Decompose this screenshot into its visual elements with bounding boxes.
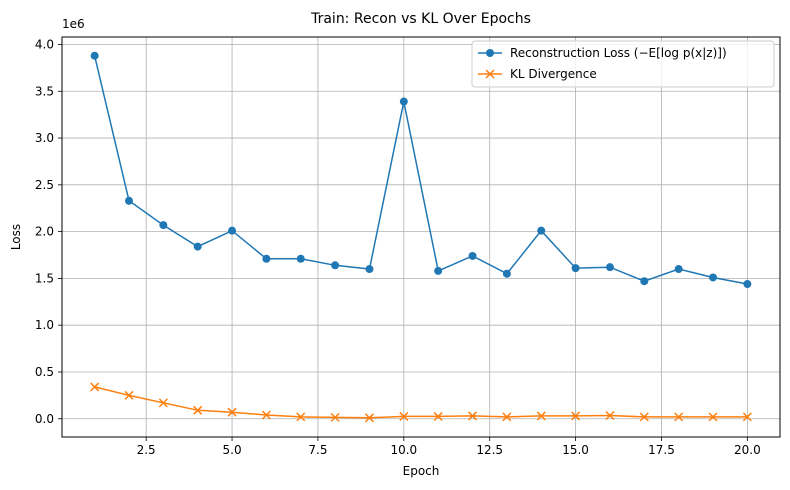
series-line-2 [94,386,748,419]
data-point [468,251,477,260]
data-point [296,254,305,263]
data-point [330,412,340,422]
legend: Reconstruction Loss (−E[log p(x|z)]) KL D… [471,40,775,88]
x-tick-label: 5.0 [223,443,242,457]
x-axis-label: Epoch [403,464,440,478]
data-point [331,261,340,270]
y-tick-label: 0.0 [35,412,54,426]
data-point [261,410,271,420]
y-tick-label: 3.0 [35,131,54,145]
y-tick-label: 2.5 [35,178,54,192]
y-tick-label: 3.5 [35,84,54,98]
legend-label: Reconstruction Loss (−E[log p(x|z)]) [510,46,727,60]
data-point [364,413,374,423]
chart-title: Train: Recon vs KL Over Epochs [310,11,531,27]
data-point [434,266,443,275]
x-tick-label: 12.5 [476,443,503,457]
y-tick-label: 4.0 [35,37,54,51]
data-point [262,254,271,263]
data-point [571,411,581,421]
legend-label: KL Divergence [510,67,597,81]
data-point [502,269,511,278]
data-point [433,411,443,421]
x-tick-label: 15.0 [562,443,589,457]
y-offset-label: 1e6 [62,17,85,31]
series-line-1 [93,55,748,285]
data-point [536,411,546,421]
y-tick-label: 2.0 [35,225,54,239]
data-point [399,97,408,106]
x-tick-label: 17.5 [648,443,675,457]
legend-marker [485,69,495,79]
data-point [709,273,718,282]
y-tick-label: 1.5 [35,271,54,285]
x-tick-label: 10.0 [390,443,417,457]
ticks: 2.5 5.0 7.5 10.0 12.5 15.0 17.5 20.0 0.0 0.5 1.0 1.… [35,37,761,457]
y-tick-label: 0.5 [35,365,54,379]
data-point [639,412,649,422]
data-point [90,51,99,60]
data-point [159,221,168,230]
data-point [228,226,237,235]
data-point [296,412,306,422]
y-axis-label: Loss [9,224,23,250]
x-tick-label: 7.5 [308,443,327,457]
data-point [640,277,649,286]
data-point [124,196,133,205]
data-point [743,280,752,289]
data-point [742,412,752,422]
data-point [605,263,614,272]
data-point [708,412,718,422]
data-point [502,412,512,422]
y-tick-label: 1.0 [35,318,54,332]
series-layer [90,51,752,423]
x-tick-label: 20.0 [734,443,761,457]
legend-box [471,40,775,88]
data-point [227,407,237,417]
data-point [193,405,203,415]
legend-marker [486,49,494,57]
data-point [674,265,683,274]
data-point [468,411,478,421]
x-tick-label: 2.5 [137,443,156,457]
data-point [365,265,374,274]
data-point [537,226,546,235]
data-point [399,411,409,421]
data-point [605,410,615,421]
data-point [158,398,168,408]
data-point [193,242,202,251]
data-point [124,390,134,400]
data-point [90,382,100,392]
data-point [674,412,684,422]
data-point [571,264,580,273]
plot-frame [61,36,781,438]
